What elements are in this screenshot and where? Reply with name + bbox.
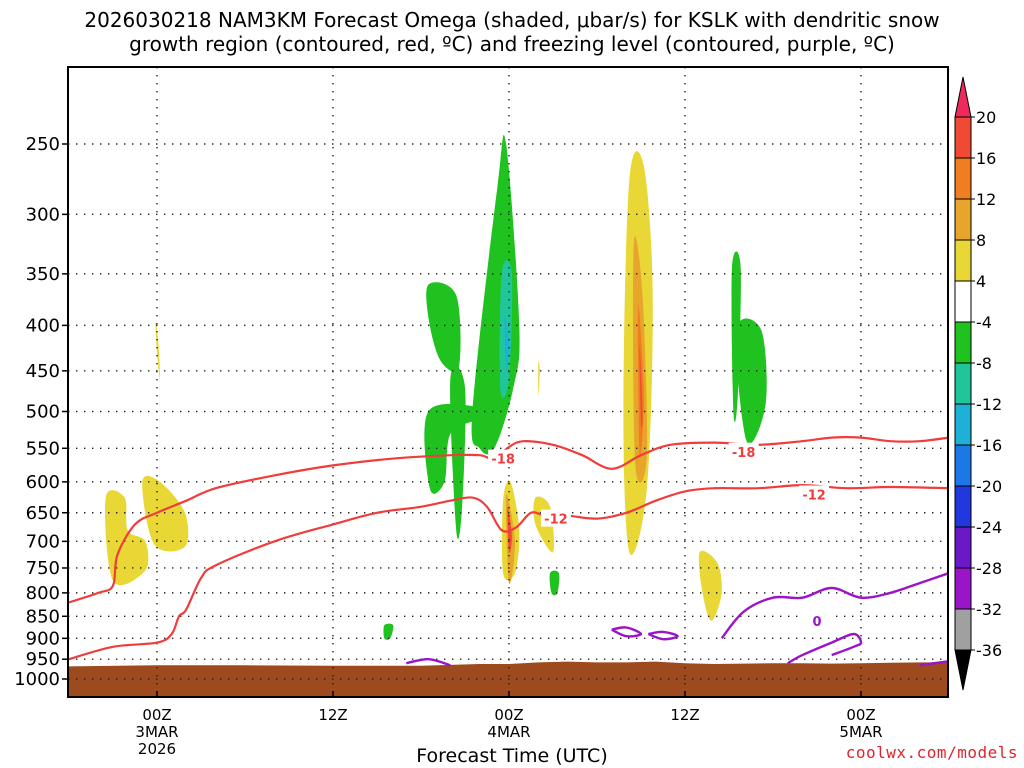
contour-label: -18 [732,446,756,461]
x-tick-label: 5MAR [839,723,882,741]
omega-region [504,315,510,372]
colorbar-cell [954,649,972,691]
colorbar-cell [954,198,972,241]
x-axis-label: Forecast Time (UTC) [416,745,608,767]
y-tick-label: 550 [26,438,60,459]
contour-line [647,630,679,641]
colorbar-cell [954,116,972,159]
omega-region [538,360,540,396]
contour-label: -12 [544,513,568,528]
contour-label-bg [799,485,830,503]
colorbar-cell [954,567,972,610]
colorbar-cell [954,403,972,446]
colorbar-label: 4 [976,272,986,291]
y-tick-label: 900 [26,628,60,649]
contour-label-bg [488,449,519,467]
y-tick-label: 700 [26,531,60,552]
colorbar-cell [954,157,972,200]
colorbar-label: -16 [976,436,1002,455]
colorbar-cell [954,76,972,118]
contour-line [611,626,643,638]
contour-label: -18 [491,453,515,468]
chart-title: 2026030218 NAM3KM Forecast Omega (shaded… [0,8,1024,56]
colorbar-label: -36 [976,641,1002,660]
y-tick-label: 600 [26,472,60,493]
y-tick-label: 400 [26,315,60,336]
contour-label: -12 [802,489,826,504]
colorbar-label: -12 [976,395,1002,414]
omega-region [549,570,560,596]
colorbar-label: -20 [976,477,1002,496]
y-tick-label: 250 [26,134,60,155]
title-line-1: 2026030218 NAM3KM Forecast Omega (shaded… [84,8,940,32]
contour-label-bg [728,442,759,460]
contour-line [720,572,948,640]
x-tick-label: 00Z [846,706,875,724]
contour-label-bg [802,611,832,629]
colorbar-label: 12 [976,190,996,209]
colorbar-cell [954,444,972,487]
omega-region [426,282,461,372]
colorbar-label: 16 [976,149,996,168]
credit-link[interactable]: coolwx.com/models [845,743,1018,762]
title-line-2: growth region (contoured, red, ºC) and f… [129,32,895,56]
x-tick-label: 12Z [670,706,699,724]
colorbar-label: -24 [976,518,1002,537]
colorbar-cell [954,362,972,405]
x-tick-label: 12Z [318,706,347,724]
contour-label-bg [540,509,571,527]
x-tick-label: 00Z [494,706,523,724]
y-tick-label: 1000 [14,669,60,690]
colorbar-cell [954,485,972,528]
y-tick-label: 650 [26,503,60,524]
y-tick-label: 850 [26,606,60,627]
colorbar-label: -8 [976,354,992,373]
y-tick-label: 300 [26,204,60,225]
contour-line [406,657,451,667]
contour-label: 0 [812,615,821,630]
colorbar-label: -28 [976,559,1002,578]
omega-region [735,318,767,444]
x-tick-label: 3MAR [135,723,178,741]
y-tick-label: 750 [26,558,60,579]
colorbar-cell [954,608,972,651]
colorbar-label: -32 [976,600,1002,619]
omega-region [471,134,520,455]
colorbar-cell [954,280,972,323]
colorbar-cell [954,321,972,364]
colorbar-label: -4 [976,313,992,332]
omega-region [105,490,149,586]
omega-region [424,403,484,494]
omega-region [155,320,160,380]
x-tick-label: 00Z [142,706,171,724]
colorbar-label: 20 [976,108,996,127]
y-tick-label: 800 [26,583,60,604]
y-tick-label: 950 [26,649,60,670]
contour-line [787,632,863,665]
omega-region [383,623,394,640]
y-tick-label: 500 [26,402,60,423]
plot-frame [67,66,949,698]
x-tick-label: 2026 [138,740,176,758]
omega-region [450,365,466,539]
colorbar-cell [954,526,972,569]
contour-line [68,484,948,661]
x-tick-label: 4MAR [487,723,530,741]
colorbar-cell [954,239,972,282]
omega-region [698,550,722,621]
colorbar-label: 8 [976,231,986,250]
y-tick-label: 450 [26,361,60,382]
omega-region [639,344,643,428]
y-tick-label: 350 [26,264,60,285]
contour-line [68,436,948,604]
omega-region [142,475,189,552]
